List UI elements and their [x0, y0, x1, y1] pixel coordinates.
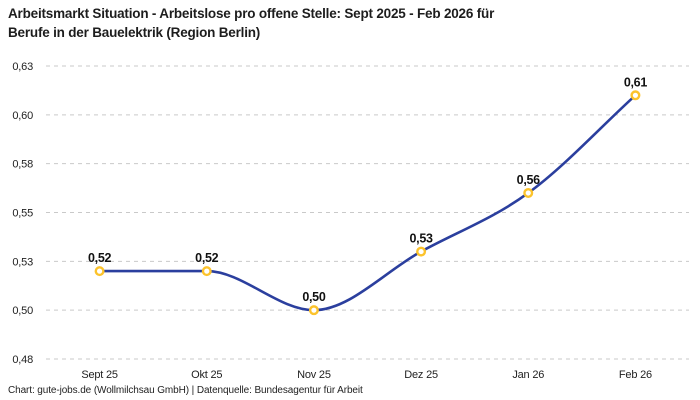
y-tick-label: 0,55 — [12, 208, 33, 220]
data-point-label: 0,52 — [195, 251, 218, 265]
x-tick-label: Okt 25 — [191, 369, 222, 381]
chart-title: Arbeitsmarkt Situation - Arbeitslose pro… — [8, 4, 696, 42]
data-point-label: 0,50 — [302, 290, 325, 304]
chart-source: Chart: gute-jobs.de (Wollmilchsau GmbH) … — [8, 385, 363, 396]
line-series — [98, 94, 637, 312]
data-point-marker — [523, 187, 534, 198]
y-tick-label: 0,60 — [12, 110, 33, 122]
data-point-label: 0,52 — [88, 251, 111, 265]
data-point-label: 0,56 — [517, 173, 540, 187]
data-point-marker — [94, 266, 105, 277]
x-tick-label: Nov 25 — [297, 369, 331, 381]
data-point-marker — [630, 90, 641, 101]
chart-title-line2: Berufe in der Bauelektrik (Region Berlin… — [8, 25, 261, 40]
y-tick-label: 0,50 — [12, 305, 33, 317]
chart-title-line1: Arbeitsmarkt Situation - Arbeitslose pro… — [8, 6, 495, 21]
y-tick-label: 0,53 — [12, 256, 33, 268]
data-point-label: 0,53 — [410, 232, 433, 246]
data-point-marker — [201, 266, 212, 277]
y-tick-label: 0,48 — [12, 354, 33, 366]
x-tick-label: Feb 26 — [619, 369, 652, 381]
x-tick-label: Jan 26 — [512, 369, 544, 381]
y-tick-label: 0,58 — [12, 159, 33, 171]
y-tick-label: 0,63 — [12, 61, 33, 73]
x-tick-label: Sept 25 — [81, 369, 118, 381]
x-tick-label: Dez 25 — [404, 369, 438, 381]
data-point-marker — [416, 246, 427, 257]
data-point-marker — [308, 305, 319, 316]
data-point-label: 0,61 — [624, 75, 647, 89]
